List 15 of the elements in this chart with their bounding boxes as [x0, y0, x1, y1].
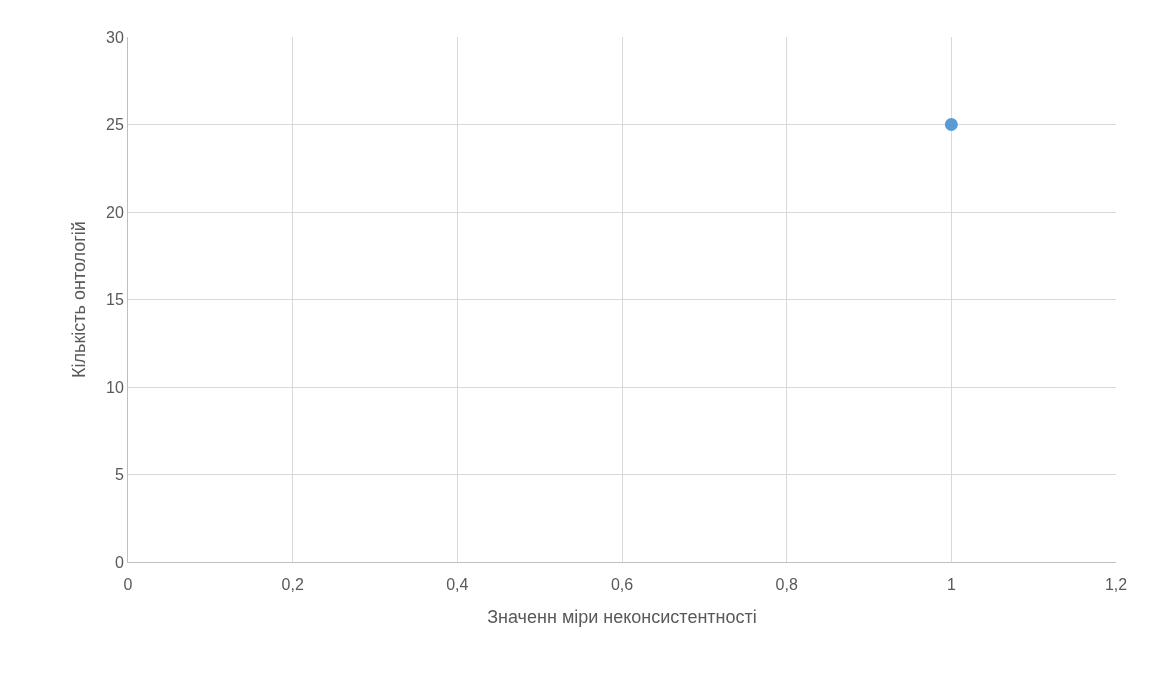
x-tick-label: 0,2	[281, 576, 304, 594]
y-tick-label: 15	[106, 291, 124, 309]
y-tick-label: 0	[114, 553, 124, 571]
x-tick-label: 0,8	[775, 576, 798, 594]
x-tick-label: 1,2	[1104, 576, 1128, 594]
x-tick-label: 0,6	[610, 576, 634, 594]
x-tick-label: 1	[946, 576, 956, 594]
x-axis-title: Значенн міри неконсистентності	[487, 607, 757, 628]
y-tick-label: 5	[114, 466, 124, 484]
y-axis-title: Кількість онтологій	[69, 221, 90, 378]
y-tick-label: 25	[106, 116, 124, 134]
y-tick-label: 20	[106, 203, 124, 221]
y-tick-label: 30	[106, 28, 124, 46]
x-tick-label: 0,4	[446, 576, 469, 594]
y-tick-label: 10	[106, 378, 124, 396]
